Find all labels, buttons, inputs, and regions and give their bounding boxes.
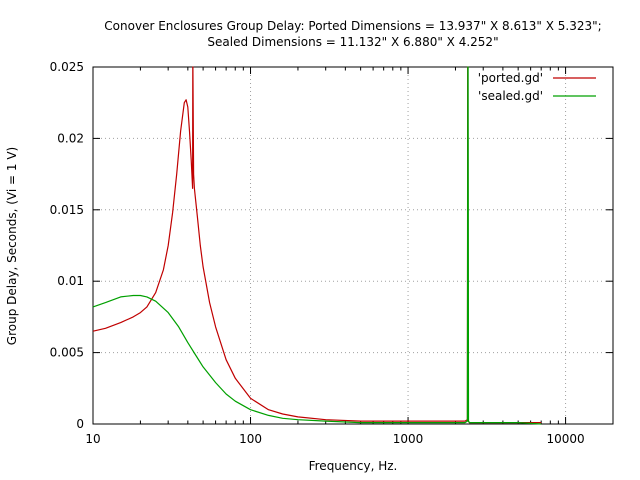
- legend-label-ported: 'ported.gd': [478, 71, 543, 85]
- series-layer: [92, 66, 542, 425]
- x-tick-label: 1000: [393, 432, 424, 446]
- y-tick-label: 0.015: [50, 203, 84, 217]
- y-tick-label: 0: [76, 417, 84, 431]
- tick-labels: 10 100 1000 10000 0 0.005 0.01 0.015 0.02 0.025: [50, 60, 585, 446]
- chart-title-line1: Conover Enclosures Group Delay: Ported D…: [104, 19, 601, 33]
- y-tick-label: 0.01: [57, 274, 84, 288]
- x-tick-label: 10000: [546, 432, 584, 446]
- grid-lines: [93, 67, 613, 424]
- legend-label-sealed: 'sealed.gd': [478, 89, 543, 103]
- x-axis-label: Frequency, Hz.: [309, 459, 398, 473]
- x-tick-label: 100: [239, 432, 262, 446]
- chart-title-line2: Sealed Dimensions = 11.132" X 6.880" X 4…: [207, 35, 498, 49]
- axis-ticks: [92, 66, 614, 425]
- x-tick-label: 10: [85, 432, 100, 446]
- y-tick-label: 0.025: [50, 60, 84, 74]
- series-line-ported: [92, 66, 542, 424]
- legend: 'ported.gd' 'sealed.gd': [478, 71, 596, 103]
- y-tick-label: 0.02: [57, 131, 84, 145]
- y-tick-label: 0.005: [50, 346, 84, 360]
- y-axis-label: Group Delay, Seconds, (Vi = 1 V): [5, 147, 19, 345]
- series-line-sealed: [92, 66, 542, 425]
- plot-frame: [92, 66, 614, 425]
